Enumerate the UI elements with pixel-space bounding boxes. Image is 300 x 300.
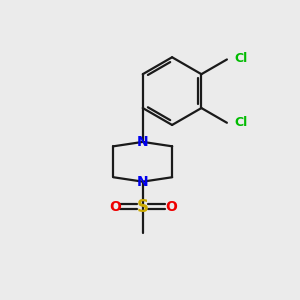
Text: O: O: [165, 200, 177, 214]
Text: N: N: [137, 175, 148, 189]
Text: S: S: [137, 198, 149, 216]
Text: N: N: [137, 135, 148, 149]
Text: Cl: Cl: [234, 116, 248, 129]
Text: O: O: [109, 200, 121, 214]
Text: Cl: Cl: [234, 52, 248, 65]
